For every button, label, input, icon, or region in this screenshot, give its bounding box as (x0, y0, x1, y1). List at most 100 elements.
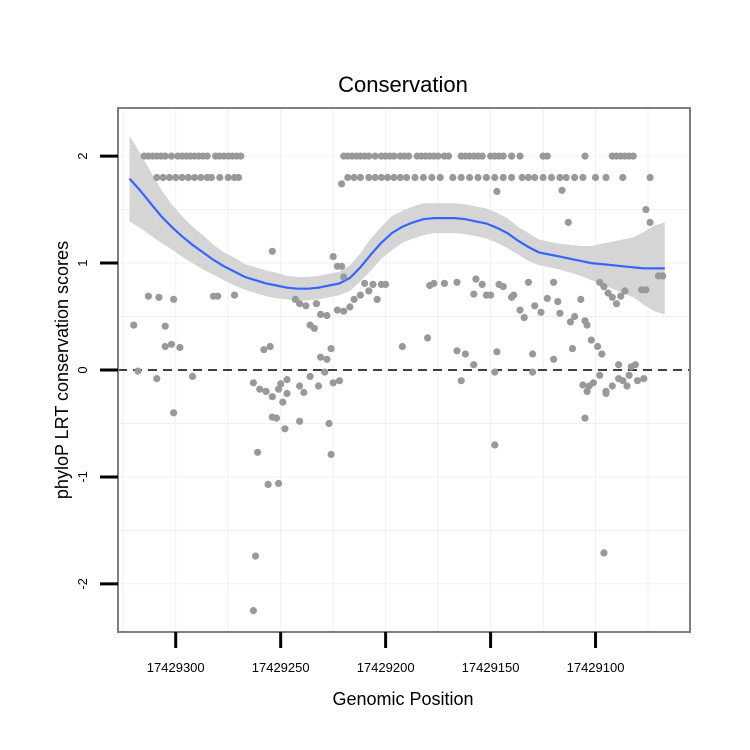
data-point (619, 377, 627, 385)
data-point (424, 334, 432, 342)
data-point (235, 173, 243, 182)
smooth-line (128, 177, 665, 290)
data-point (472, 275, 480, 283)
grid (118, 108, 690, 632)
data-point (403, 173, 411, 182)
data-point (453, 278, 461, 286)
data-point (268, 413, 276, 421)
data-point (579, 381, 587, 389)
data-point (346, 303, 354, 311)
data-point (275, 385, 283, 393)
data-point (491, 441, 499, 449)
data-point (329, 253, 337, 261)
x-tick-label: 17429250 (252, 660, 310, 675)
data-point (249, 607, 257, 615)
data-point (585, 382, 593, 390)
data-point (344, 173, 352, 182)
data-point (543, 152, 551, 160)
data-point (377, 173, 385, 182)
data-point (615, 361, 623, 369)
data-point (384, 173, 392, 182)
data-point (230, 291, 239, 299)
x-axis: 17429300 17429250 17429200 17429150 17429100 (147, 632, 624, 675)
data-point (134, 367, 142, 375)
data-point (340, 273, 348, 281)
data-point (491, 368, 499, 376)
data-point (529, 350, 537, 358)
data-point (598, 350, 606, 358)
data-point (466, 173, 474, 182)
data-point (411, 173, 419, 182)
data-point (365, 173, 373, 182)
data-point (508, 173, 516, 182)
data-point (539, 173, 547, 182)
data-point (191, 173, 199, 182)
data-point (216, 173, 224, 182)
data-point (617, 292, 625, 300)
data-point (581, 152, 589, 160)
data-point (419, 173, 427, 182)
data-point (178, 173, 186, 182)
data-point (516, 306, 524, 314)
y-axis: -2 -1 0 1 2 (75, 152, 118, 590)
data-point (625, 371, 633, 379)
chart-title: Conservation (338, 72, 468, 97)
data-point (405, 152, 413, 160)
data-point (338, 262, 346, 270)
data-point (457, 173, 465, 182)
data-point (556, 309, 564, 317)
x-tick-label: 17429150 (462, 660, 520, 675)
data-point (281, 425, 289, 433)
data-point (266, 342, 274, 351)
smooth-fit-line (128, 177, 665, 290)
data-point (323, 311, 331, 320)
data-point (440, 279, 448, 287)
y-tick-label: 1 (75, 259, 90, 266)
data-point (558, 186, 566, 194)
data-point (254, 448, 262, 456)
data-point (340, 307, 348, 315)
data-point (508, 152, 516, 160)
data-point (300, 388, 308, 397)
data-point (365, 152, 373, 160)
data-point (184, 173, 192, 182)
y-tick-label: -1 (75, 471, 90, 483)
data-point (449, 173, 457, 182)
data-point (499, 152, 507, 160)
data-point (327, 345, 335, 353)
data-point (197, 173, 205, 182)
data-point (317, 353, 325, 361)
data-point (491, 173, 499, 182)
data-point (587, 336, 595, 344)
data-point (478, 280, 486, 288)
data-point (262, 387, 270, 395)
data-point (524, 173, 533, 182)
data-point (249, 379, 257, 387)
data-point (365, 287, 373, 295)
data-point (312, 300, 320, 308)
data-point (317, 310, 325, 318)
data-point (529, 368, 537, 376)
data-point (188, 372, 197, 380)
data-point (371, 173, 379, 182)
data-point (333, 306, 341, 314)
data-point (356, 291, 364, 299)
data-point (396, 173, 404, 182)
data-point (327, 450, 335, 459)
data-point (602, 173, 610, 182)
confidence-band (129, 135, 665, 315)
data-point (571, 312, 579, 321)
data-point (600, 549, 608, 557)
y-tick-label: 0 (75, 366, 90, 373)
data-point (159, 173, 167, 182)
data-point (310, 324, 318, 332)
data-point (430, 279, 438, 287)
data-point (170, 295, 178, 303)
data-point (566, 318, 575, 326)
data-point (621, 287, 629, 295)
data-point (461, 350, 469, 358)
data-point (516, 152, 524, 160)
data-point (646, 173, 654, 182)
